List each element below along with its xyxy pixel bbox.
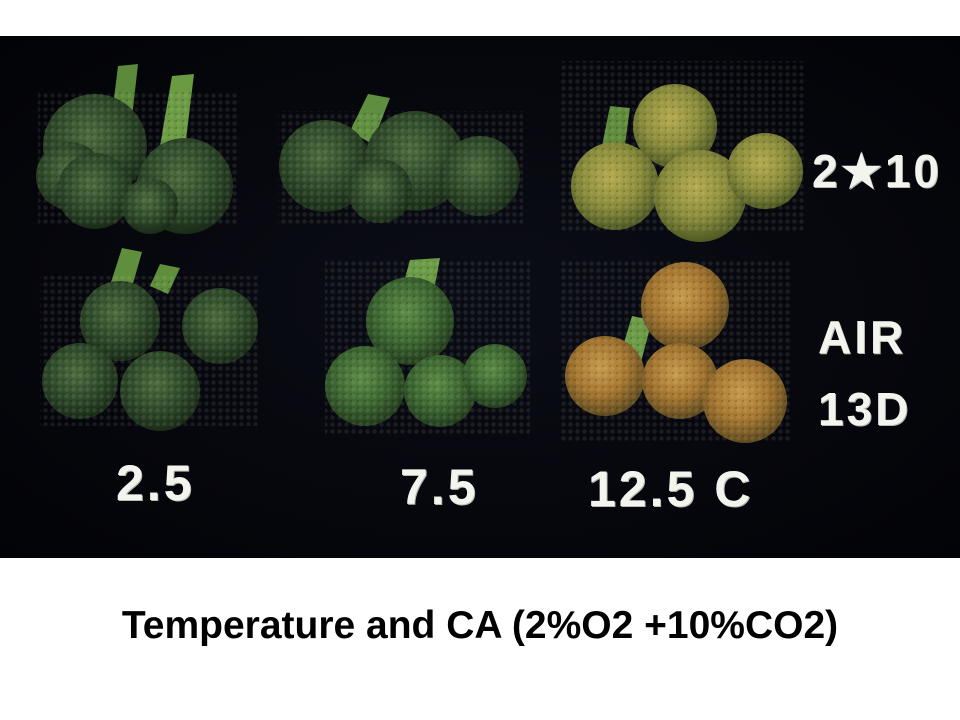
label-col-3: 12.5 C xyxy=(588,461,754,517)
broccoli-bottom-col1 xyxy=(40,248,260,431)
label-row-top: 2★10 xyxy=(812,145,942,197)
broccoli-bottom-col2 xyxy=(325,258,530,436)
broccoli-top-col3 xyxy=(560,61,805,242)
label-row-bottom-line1: AIR xyxy=(818,311,907,363)
broccoli-illustration xyxy=(36,61,805,443)
label-col-1: 2.5 xyxy=(116,455,195,511)
broccoli-top-col2 xyxy=(278,94,523,226)
slide-caption: Temperature and CA (2%O2 +10%CO2) xyxy=(121,604,839,647)
broccoli-photo: 2★10 AIR 13D 2.5 7.5 12.5 C xyxy=(0,36,960,558)
broccoli-top-col1 xyxy=(36,64,238,234)
label-row-bottom-line2: 13D xyxy=(818,383,912,435)
label-col-2: 7.5 xyxy=(400,459,479,515)
broccoli-bottom-col3 xyxy=(560,261,790,443)
